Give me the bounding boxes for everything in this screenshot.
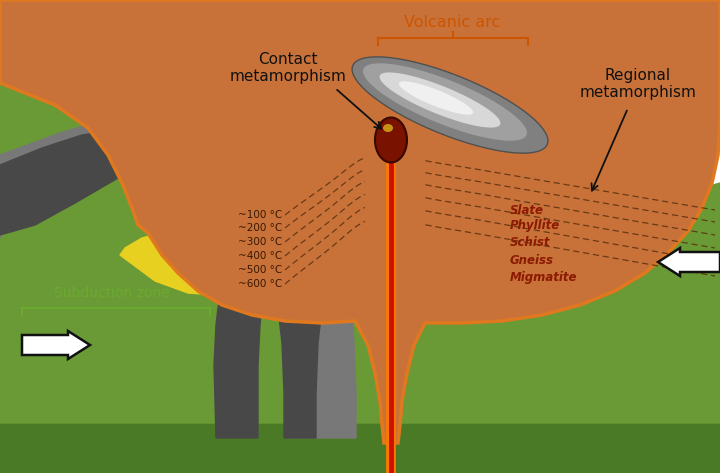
- Polygon shape: [379, 72, 500, 128]
- Text: ~100 °C: ~100 °C: [238, 210, 282, 220]
- Polygon shape: [0, 0, 720, 443]
- Polygon shape: [399, 81, 473, 115]
- Polygon shape: [363, 63, 527, 141]
- FancyArrow shape: [658, 248, 720, 276]
- FancyArrow shape: [22, 331, 90, 359]
- Text: Contact
metamorphism: Contact metamorphism: [230, 52, 346, 84]
- Polygon shape: [0, 0, 310, 313]
- Text: Phyllite: Phyllite: [510, 219, 560, 231]
- Text: ~400 °C: ~400 °C: [238, 251, 282, 261]
- Polygon shape: [0, 43, 720, 423]
- Text: Subduction zone: Subduction zone: [54, 286, 170, 300]
- Polygon shape: [0, 28, 720, 473]
- Polygon shape: [352, 57, 548, 153]
- Text: ~500 °C: ~500 °C: [238, 265, 282, 275]
- Polygon shape: [120, 231, 240, 295]
- Polygon shape: [0, 130, 368, 438]
- Text: ~200 °C: ~200 °C: [238, 223, 282, 233]
- Text: ~600 °C: ~600 °C: [238, 279, 282, 289]
- Ellipse shape: [375, 117, 407, 163]
- Ellipse shape: [383, 124, 393, 132]
- Text: Migmatite: Migmatite: [510, 272, 577, 284]
- Text: Volcanic arc: Volcanic arc: [404, 15, 500, 30]
- Polygon shape: [0, 111, 356, 438]
- Text: Schist: Schist: [510, 236, 551, 248]
- Text: Gneiss: Gneiss: [510, 254, 554, 266]
- Text: ~300 °C: ~300 °C: [238, 237, 282, 247]
- Text: Regional
metamorphism: Regional metamorphism: [580, 68, 696, 100]
- Text: Slate: Slate: [510, 203, 544, 217]
